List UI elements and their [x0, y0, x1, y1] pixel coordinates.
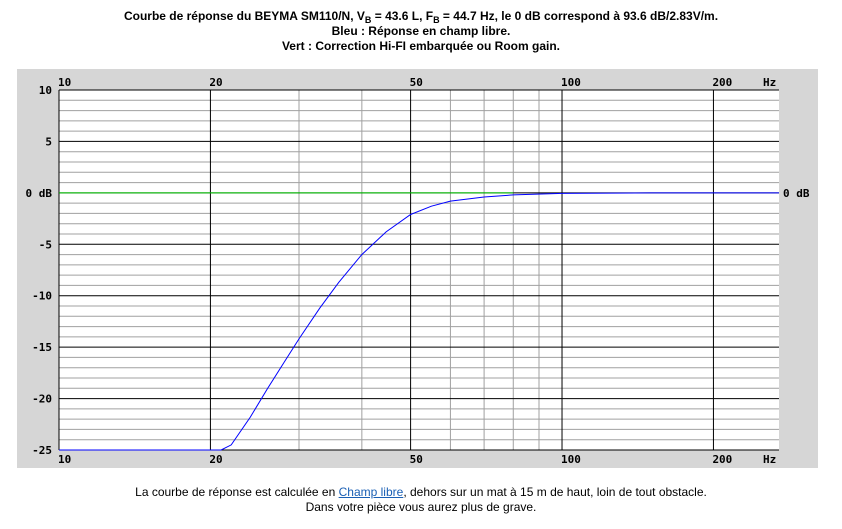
x-tick-label-bottom: 50 [410, 453, 423, 466]
y-tick-label: -5 [39, 238, 52, 251]
footer-line-2: Dans votre pièce vous aurez plus de grav… [305, 500, 537, 514]
x-tick-label-bottom: 100 [561, 453, 581, 466]
x-unit-label-bottom: Hz [763, 453, 776, 466]
y-tick-label: -10 [32, 290, 52, 303]
x-tick-label-bottom: 20 [209, 453, 222, 466]
x-tick-label-top: 10 [58, 76, 71, 89]
chart-title: Courbe de réponse du BEYMA SM110/N, VB =… [0, 9, 842, 54]
x-tick-label-bottom: 200 [712, 453, 732, 466]
y-tick-label: -20 [32, 393, 52, 406]
y-tick-label: 10 [39, 84, 52, 97]
x-tick-label-top: 50 [410, 76, 423, 89]
chart-panel: 10 10 20 20 50 50 100 100 200 200 Hz Hz 10 5 0 dB -5 -10… [17, 69, 818, 468]
x-tick-label-top: 200 [712, 76, 732, 89]
footer-line-1: La courbe de réponse est calculée en Cha… [135, 485, 707, 499]
champ-libre-link[interactable]: Champ libre [338, 485, 404, 499]
title-line-1: Courbe de réponse du BEYMA SM110/N, VB =… [123, 9, 719, 25]
y-tick-label: -25 [32, 444, 52, 457]
title-line-2: Bleu : Réponse en champ libre. [331, 24, 511, 38]
y-tick-label: 0 dB [26, 187, 53, 200]
series-line-0 [59, 192, 779, 451]
chart-footer: La courbe de réponse est calculée en Cha… [0, 485, 842, 515]
x-tick-label-top: 20 [209, 76, 222, 89]
x-unit-label-top: Hz [763, 76, 776, 89]
x-tick-label-bottom: 10 [58, 453, 71, 466]
plot-area [59, 90, 779, 450]
x-tick-label-top: 100 [561, 76, 581, 89]
response-chart: 10 10 20 20 50 50 100 100 200 200 Hz Hz 10 5 0 dB -5 -10… [26, 76, 810, 466]
y-tick-label: 5 [45, 135, 52, 148]
y-right-label: 0 dB [783, 187, 810, 200]
y-tick-label: -15 [32, 341, 52, 354]
title-line-3: Vert : Correction Hi-FI embarquée ou Roo… [281, 39, 561, 53]
